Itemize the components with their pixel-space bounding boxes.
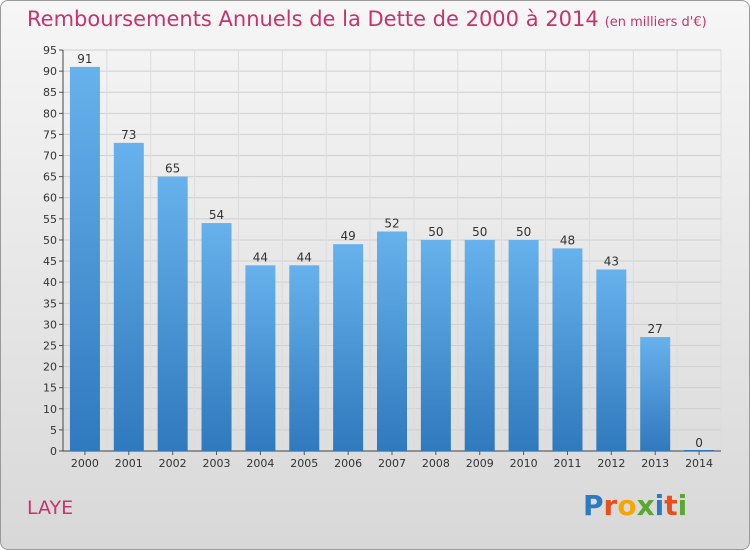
bar [552, 248, 583, 451]
bar [640, 337, 671, 451]
y-tick-label: 0 [50, 445, 57, 458]
bar [464, 239, 495, 451]
bar [420, 239, 451, 451]
bar-value-label: 0 [695, 436, 703, 450]
x-tick-label: 2008 [422, 457, 450, 470]
y-tick-label: 85 [43, 86, 57, 99]
bar [245, 265, 276, 451]
y-tick-label: 60 [43, 192, 57, 205]
y-tick-label: 5 [50, 424, 57, 437]
bar [684, 450, 715, 451]
y-tick-label: 70 [43, 150, 57, 163]
x-tick-label: 2001 [115, 457, 143, 470]
bar-value-label: 65 [165, 162, 180, 176]
proxiti-logo[interactable]: Proxiti [583, 489, 688, 522]
bar-value-label: 54 [209, 208, 224, 222]
y-tick-label: 15 [43, 382, 57, 395]
x-tick-label: 2000 [71, 457, 99, 470]
axes: 0 5 10 15 20 25 30 35 40 45 50 55 60 65 70 75 80 85 90 95 20… [43, 44, 721, 470]
bar [596, 269, 627, 451]
bar [113, 142, 144, 451]
bar-value-label: 73 [121, 128, 136, 142]
bar-value-label: 43 [604, 254, 619, 268]
y-tick-label: 20 [43, 361, 57, 374]
bar [69, 66, 100, 451]
bar [333, 244, 364, 451]
x-tick-label: 2006 [334, 457, 362, 470]
y-tick-label: 40 [43, 276, 57, 289]
bar [377, 231, 407, 451]
x-tick-label: 2005 [290, 457, 318, 470]
x-tick-label: 2012 [597, 457, 625, 470]
x-tick-label: 2011 [553, 457, 581, 470]
bar-value-label: 50 [516, 225, 531, 239]
bar-value-label: 48 [560, 233, 575, 247]
y-tick-label: 25 [43, 339, 57, 352]
x-tick-label: 2014 [685, 457, 713, 470]
bar [289, 265, 320, 451]
y-tick-label: 65 [43, 171, 57, 184]
bar-value-label: 49 [340, 229, 355, 243]
bar-value-label: 52 [384, 217, 399, 231]
y-tick-label: 55 [43, 213, 57, 226]
x-tick-label: 2007 [378, 457, 406, 470]
bar-value-label: 50 [472, 225, 487, 239]
y-tick-label: 35 [43, 297, 57, 310]
x-tick-label: 2010 [510, 457, 538, 470]
bar-value-label: 91 [77, 52, 92, 66]
x-tick-label: 2003 [203, 457, 231, 470]
x-tick-label: 2004 [246, 457, 274, 470]
chart-title: Remboursements Annuels de la Dette de 20… [27, 7, 707, 31]
chart-subtitle: (en milliers d'€) [604, 15, 707, 30]
bar-value-label: 44 [253, 250, 268, 264]
y-tick-label: 50 [43, 234, 57, 247]
x-tick-label: 2002 [159, 457, 187, 470]
x-tick-label: 2009 [466, 457, 494, 470]
bar-value-label: 27 [648, 322, 663, 336]
data-labels: 91 73 65 54 44 44 49 52 50 50 50 48 43 27 0 [77, 52, 703, 450]
y-tick-label: 10 [43, 403, 57, 416]
bar [157, 176, 188, 451]
bar-value-label: 50 [428, 225, 443, 239]
place-name: LAYE [27, 497, 74, 519]
x-tick-label: 2013 [641, 457, 669, 470]
bar [201, 223, 232, 451]
y-tick-label: 45 [43, 255, 57, 268]
y-tick-label: 30 [43, 318, 57, 331]
y-tick-label: 90 [43, 65, 57, 78]
y-tick-label: 75 [43, 128, 57, 141]
y-tick-label: 80 [43, 107, 57, 120]
bars [69, 66, 715, 451]
bar-value-label: 44 [297, 250, 312, 264]
y-tick-label: 95 [43, 44, 57, 57]
bar [508, 239, 539, 451]
